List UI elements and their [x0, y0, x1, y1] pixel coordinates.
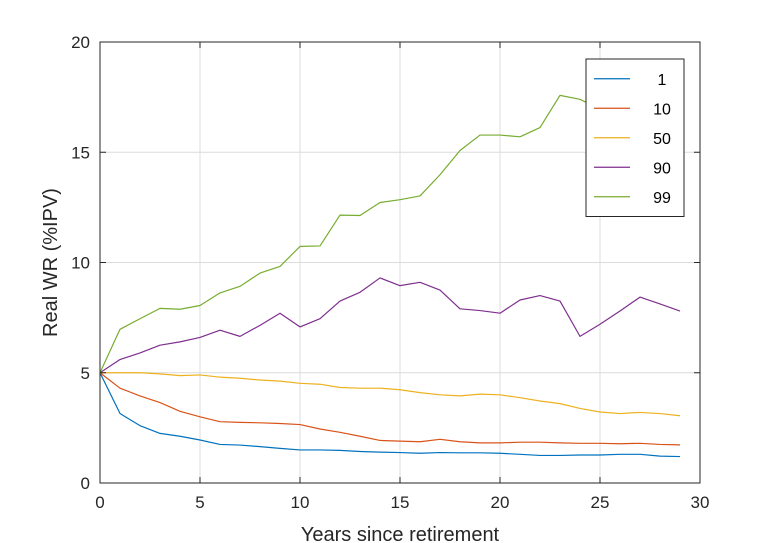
legend-label-10: 10 [653, 101, 671, 118]
legend-label-99: 99 [653, 190, 671, 207]
y-tick-label: 5 [81, 364, 90, 383]
plot-series [99, 94, 681, 458]
ticks: 0 5 10 15 20 25 30 0 5 10 15 20 [71, 33, 709, 512]
x-tick-label: 30 [691, 493, 710, 512]
series-line-99 [99, 94, 681, 374]
x-tick-label: 25 [591, 493, 610, 512]
y-tick-label: 10 [71, 254, 90, 273]
series-line-90 [99, 277, 681, 374]
legend-label-1: 1 [658, 72, 667, 89]
y-tick-label: 20 [71, 33, 90, 52]
legend-label-90: 90 [653, 160, 671, 177]
x-tick-label: 5 [195, 493, 204, 512]
series-line-1 [99, 372, 681, 458]
x-tick-label: 10 [291, 493, 310, 512]
y-axis-label: Real WR (%IPV) [40, 188, 62, 337]
legend: 1 10 50 90 99 [585, 58, 685, 217]
x-tick-label: 0 [95, 493, 104, 512]
x-axis-label: Years since retirement [301, 524, 500, 543]
x-tick-label: 20 [491, 493, 510, 512]
y-tick-label: 0 [81, 474, 90, 493]
legend-label-50: 50 [653, 131, 671, 148]
series-line-10 [99, 372, 681, 446]
y-tick-label: 15 [71, 143, 90, 162]
series-line-50 [100, 372, 681, 417]
x-tick-label: 15 [391, 493, 410, 512]
